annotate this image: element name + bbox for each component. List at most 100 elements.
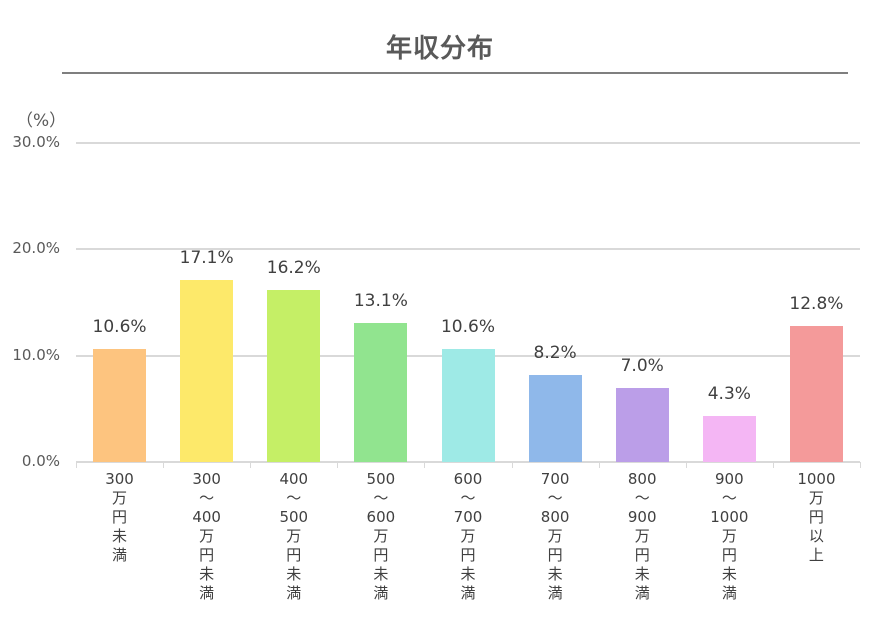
x-tick-mark (773, 462, 774, 468)
x-category-label-line: 円 (721, 546, 737, 564)
x-category-label-line: 未 (721, 565, 737, 583)
x-category-label-line: 〜 (286, 489, 302, 507)
x-category-label-line: 万 (460, 527, 476, 545)
x-category-label-line: 700 (453, 508, 483, 526)
x-category-label-line: 〜 (721, 489, 737, 507)
x-category-label-line: 600 (366, 508, 396, 526)
bar-value-label: 7.0% (620, 355, 664, 376)
bar-value-label: 12.8% (789, 293, 844, 314)
y-axis-unit-label: （%） (16, 111, 67, 131)
x-category-label-line: 万 (286, 527, 302, 545)
x-category-label-line: 〜 (460, 489, 476, 507)
x-category-label-line: 500 (279, 508, 309, 526)
x-category-label: 400 〜 500 万円未満 (264, 470, 324, 603)
x-category-label-line: 400 (192, 508, 221, 526)
bar[interactable] (789, 325, 843, 462)
x-category-label-line: 満 (547, 584, 563, 602)
x-category-label: 700 〜 800 万円未満 (525, 470, 585, 603)
x-category-label-line: 未 (112, 527, 128, 545)
x-category-label-line: 円 (634, 546, 650, 564)
x-category-label-line: 未 (286, 565, 302, 583)
x-category-label-line: 万 (373, 527, 389, 545)
x-category-label-line: 〜 (634, 489, 650, 507)
x-category-label-line: 万 (199, 527, 215, 545)
bar-value-label: 16.2% (266, 257, 321, 278)
x-category-label-line: 円 (112, 508, 128, 526)
x-category-label-line: 〜 (199, 489, 215, 507)
x-category-label: 300 万円未満 (90, 470, 150, 565)
x-category-label-line: 以 (808, 527, 824, 545)
x-category-label-line: 満 (199, 584, 215, 602)
x-category-label: 800 〜 900 万円未満 (612, 470, 672, 603)
x-category-label-line: 満 (460, 584, 476, 602)
bar[interactable] (267, 289, 321, 462)
x-category-label-line: 円 (460, 546, 476, 564)
x-tick-mark (860, 462, 861, 468)
x-tick-mark (76, 462, 77, 468)
x-category-label-line: 700 (540, 470, 570, 488)
x-category-label: 500 〜 600 万円未満 (351, 470, 411, 603)
x-category-label-line: 円 (808, 508, 824, 526)
x-category-label-line: 300 (192, 470, 221, 488)
bar-value-label: 13.1% (353, 290, 408, 311)
y-tick-label: 20.0% (12, 239, 60, 258)
gridline (76, 248, 860, 251)
x-category-label-line: 600 (453, 470, 483, 488)
x-category-label-line: 900 (627, 508, 657, 526)
x-category-label-line: 未 (547, 565, 563, 583)
x-category-label-line: 1000 (797, 470, 836, 488)
chart-title: 年収分布 (385, 34, 494, 64)
x-category-label-line: 満 (373, 584, 389, 602)
bar-value-label: 8.2% (533, 342, 577, 363)
y-tick-label: 30.0% (12, 133, 60, 151)
x-category-label-line: 〜 (547, 489, 563, 507)
x-tick-mark (512, 462, 513, 468)
bar-value-label: 10.6% (92, 317, 147, 338)
x-category-label-line: 円 (373, 546, 389, 564)
x-axis-line (76, 461, 860, 463)
x-category-label-line: 〜 (373, 489, 389, 507)
x-category-label-line: 未 (634, 565, 650, 583)
x-tick-mark (686, 462, 687, 468)
bar-value-label: 4.3% (707, 384, 751, 405)
bar[interactable] (180, 280, 234, 462)
x-category-label-line: 未 (199, 565, 215, 583)
bar[interactable] (615, 387, 669, 462)
x-category-label-line: 円 (286, 546, 302, 564)
x-category-label-line: 満 (286, 584, 302, 602)
bar[interactable] (702, 416, 756, 462)
bar-value-label: 17.1% (179, 248, 234, 269)
x-category-label: 1000 万円以上 (786, 470, 846, 565)
bar[interactable] (93, 349, 147, 462)
bar[interactable] (528, 374, 582, 462)
x-category-label-line: 未 (373, 565, 389, 583)
x-category-label-line: 万 (112, 489, 128, 507)
x-category-label-line: 500 (366, 470, 396, 488)
x-category-label-line: 400 (279, 470, 309, 488)
x-category-label-line: 300 (105, 470, 134, 488)
x-category-label-line: 満 (721, 584, 737, 602)
x-category-label: 900 〜 1000 万円未満 (699, 470, 759, 603)
x-category-label-line: 万 (721, 527, 737, 545)
x-category-label-line: 800 (540, 508, 570, 526)
y-tick-label: 0.0% (21, 452, 60, 470)
x-category-label-line: 満 (112, 546, 128, 564)
x-category-label-line: 800 (627, 470, 657, 488)
x-category-label: 600 〜 700 万円未満 (438, 470, 498, 603)
bar[interactable] (441, 349, 495, 462)
x-category-label-line: 円 (547, 546, 563, 564)
x-tick-mark (337, 462, 338, 468)
bar-value-label: 10.6% (440, 317, 495, 338)
title-underline (62, 72, 848, 74)
x-tick-mark (599, 462, 600, 468)
x-category-label-line: 1000 (710, 508, 749, 526)
x-category-label-line: 万 (808, 489, 824, 507)
x-category-label: 300 〜 400 万円未満 (177, 470, 237, 603)
x-category-label-line: 900 (715, 470, 744, 488)
x-tick-mark (163, 462, 164, 468)
x-category-label-line: 満 (634, 584, 650, 602)
x-tick-mark (250, 462, 251, 468)
y-tick-label: 10.0% (12, 345, 60, 364)
x-category-label-line: 万 (547, 527, 563, 545)
bar[interactable] (354, 322, 408, 462)
